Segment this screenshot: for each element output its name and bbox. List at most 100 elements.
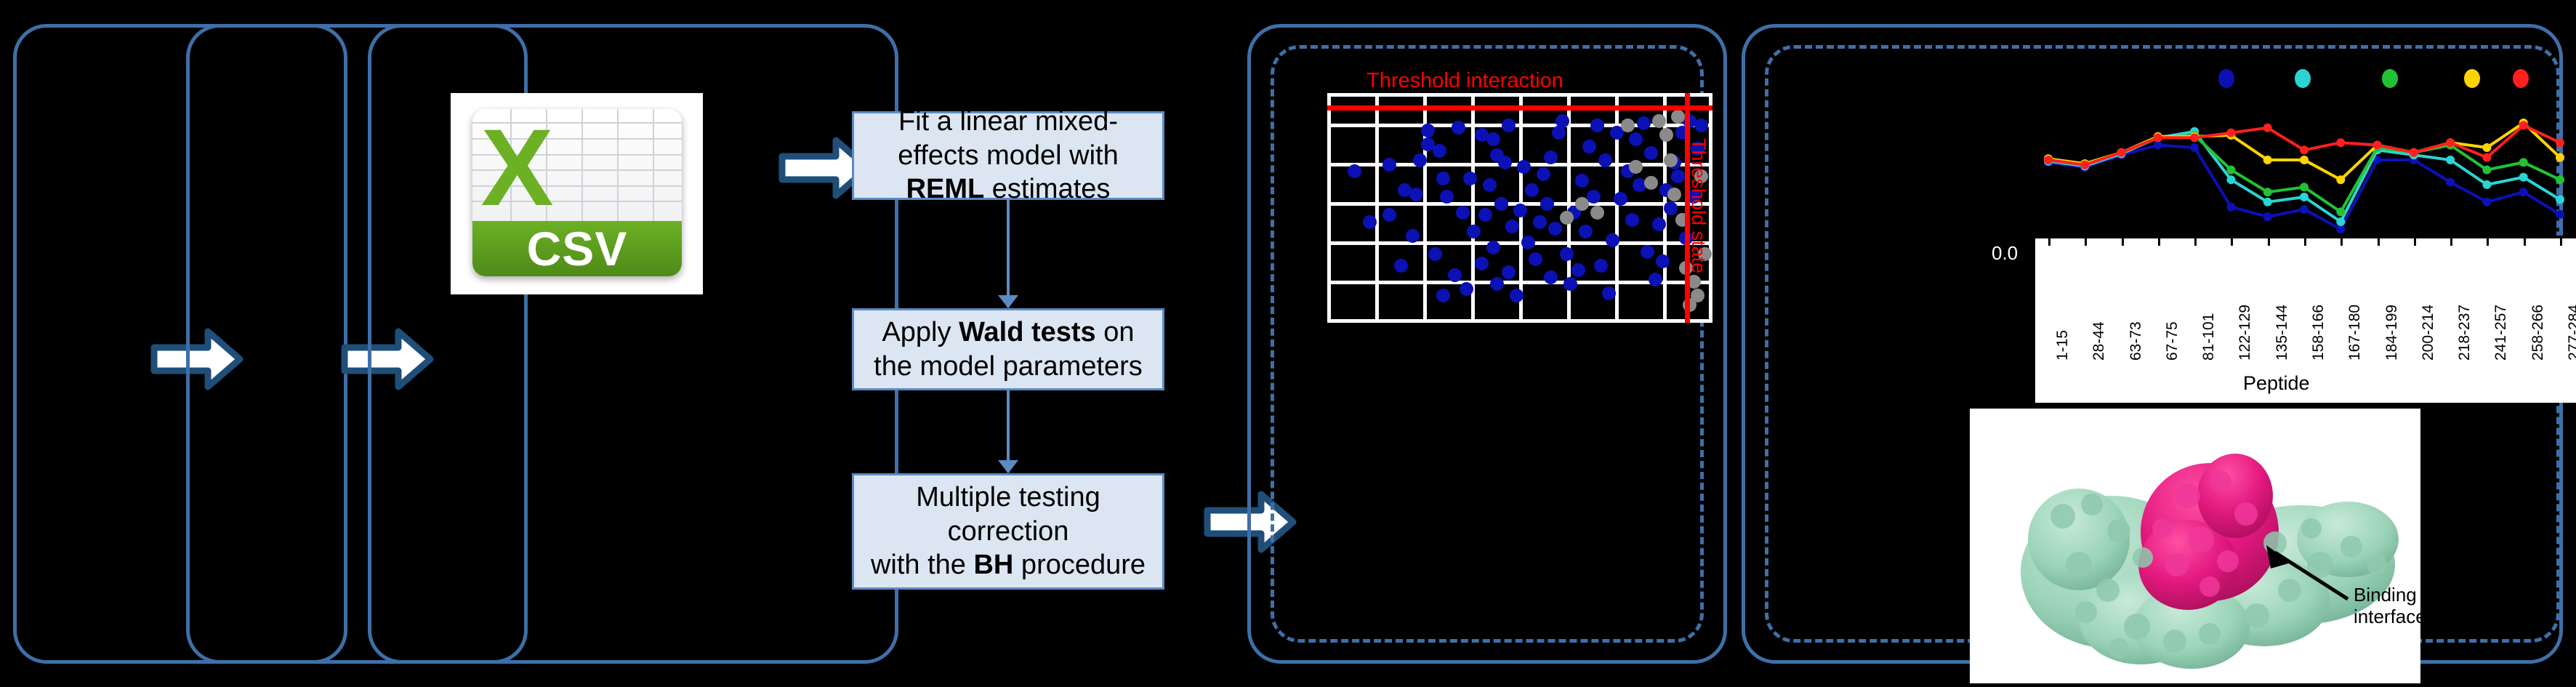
- scatter-point: [1398, 182, 1412, 197]
- legend-dot-series-3: [2382, 69, 2398, 88]
- axis-tick: [2377, 236, 2380, 246]
- scatter-point: [1686, 275, 1701, 289]
- axis-tick: [2450, 236, 2453, 246]
- line-marker: [2263, 212, 2272, 222]
- scatter-point: [1563, 277, 1577, 292]
- scatter-point: [1644, 176, 1659, 190]
- scatter-point: [1447, 268, 1462, 282]
- line-marker: [2519, 188, 2528, 197]
- axis-tick-label: 277-284: [2566, 304, 2576, 361]
- line-marker: [2300, 205, 2309, 214]
- scatter-point: [1579, 224, 1593, 238]
- axis-tick-label: 122-129: [2237, 304, 2254, 361]
- scatter-point: [1586, 190, 1601, 204]
- scatter-point: [1636, 116, 1651, 131]
- binding-interface-line-1: Binding: [2354, 584, 2417, 606]
- scatter-point: [1651, 113, 1666, 128]
- line-marker: [2226, 175, 2236, 185]
- csv-file-icon: X CSV: [472, 109, 682, 276]
- scatter-point: [1574, 174, 1589, 188]
- scatter-point: [1671, 169, 1686, 183]
- axis-tick: [2267, 236, 2270, 246]
- axis-tick-label: 81-101: [2200, 313, 2218, 361]
- arrow-into-input: [150, 326, 244, 393]
- scatter-point: [1428, 247, 1443, 262]
- line-marker: [2300, 156, 2309, 164]
- scatter-point: [1478, 208, 1493, 222]
- scatter-point: [1648, 272, 1662, 286]
- arrow-input-to-csv: [340, 326, 435, 393]
- scatter-point: [1409, 188, 1423, 202]
- scatter-point: [1629, 160, 1643, 174]
- scatter-point: [1475, 256, 1489, 270]
- connector-arrowhead-bh: [998, 460, 1018, 473]
- line-marker: [2300, 193, 2309, 201]
- legend-dot-series-5: [2513, 69, 2529, 88]
- scatter-point-layer: [1327, 93, 1712, 323]
- box-reml[interactable]: Fit a linear mixed-effects model with RE…: [852, 106, 1164, 204]
- scatter-point: [1348, 164, 1362, 179]
- line-marker: [2300, 145, 2309, 155]
- box-wald[interactable]: Apply Wald tests on the model parameters: [852, 308, 1164, 390]
- scatter-point: [1436, 171, 1450, 185]
- scatter-point: [1455, 206, 1470, 220]
- line-marker: [2190, 143, 2199, 152]
- line-marker: [2226, 202, 2236, 212]
- scatter-point: [1486, 240, 1500, 254]
- line-marker: [2519, 172, 2528, 182]
- scatter-point: [1594, 259, 1609, 273]
- axis-tick: [2048, 236, 2050, 246]
- line-marker: [2482, 143, 2492, 152]
- axis-tick: [2560, 236, 2562, 246]
- line-marker: [2372, 140, 2382, 150]
- line-marker: [2336, 175, 2346, 185]
- line-marker: [2556, 175, 2564, 185]
- threshold-state-line: [1685, 93, 1690, 323]
- scatter-point: [1363, 214, 1377, 229]
- axis-tick: [2413, 236, 2416, 246]
- axis-tick: [2157, 236, 2160, 246]
- line-marker: [2153, 133, 2162, 142]
- scatter-point: [1536, 166, 1550, 181]
- connector-reml-to-wald: [1007, 200, 1010, 308]
- scatter-point: [1613, 192, 1627, 206]
- axis-tick: [2340, 236, 2343, 246]
- scatter-point: [1555, 113, 1570, 128]
- axis-tick: [2121, 236, 2124, 246]
- scatter-point: [1463, 171, 1478, 185]
- line-marker: [2519, 158, 2528, 167]
- scatter-point: [1524, 182, 1539, 197]
- axis-tick: [2231, 236, 2234, 246]
- box-wald-text: Apply Wald tests on the model parameters: [874, 317, 1143, 382]
- scatter-point: [1621, 118, 1635, 133]
- panel-methods: [368, 24, 898, 664]
- line-marker: [2446, 156, 2455, 164]
- axis-tick-label: 241-257: [2492, 304, 2510, 361]
- line-marker: [2556, 153, 2564, 162]
- scatter-point: [1440, 190, 1454, 204]
- line-marker: [2080, 160, 2090, 169]
- threshold-state-label: Threshold state: [1688, 138, 1710, 274]
- scatter-point: [1663, 201, 1678, 215]
- scatter-point: [1420, 137, 1435, 151]
- scatter-point: [1452, 121, 1466, 135]
- line-marker: [2446, 177, 2455, 187]
- scatter-point: [1459, 281, 1473, 296]
- legend-dot-series-2: [2295, 69, 2311, 88]
- line-marker: [2044, 156, 2053, 164]
- scatter-point: [1475, 127, 1489, 142]
- scatter-point: [1502, 118, 1516, 133]
- scatter-point: [1382, 157, 1396, 172]
- scatter-point: [1490, 277, 1505, 292]
- y-axis-tick-label: 0.0: [1992, 242, 2018, 264]
- axis-tick-label: 1-15: [2054, 329, 2071, 361]
- line-marker: [2336, 207, 2346, 217]
- scatter-point: [1694, 169, 1709, 183]
- peptide-x-axis: 1-15 28-44 63-73 67-75 81-101 122-129 135-144 1…: [2035, 236, 2576, 403]
- scatter-point: [1640, 245, 1654, 260]
- line-marker: [2446, 138, 2455, 148]
- protein-surface-figure: Binding interface: [1970, 409, 2420, 683]
- scatter-point: [1517, 160, 1531, 174]
- box-bh[interactable]: Multiple testing correction with the BH pr…: [852, 473, 1164, 590]
- binding-interface-annotation: Binding interface: [2354, 584, 2420, 628]
